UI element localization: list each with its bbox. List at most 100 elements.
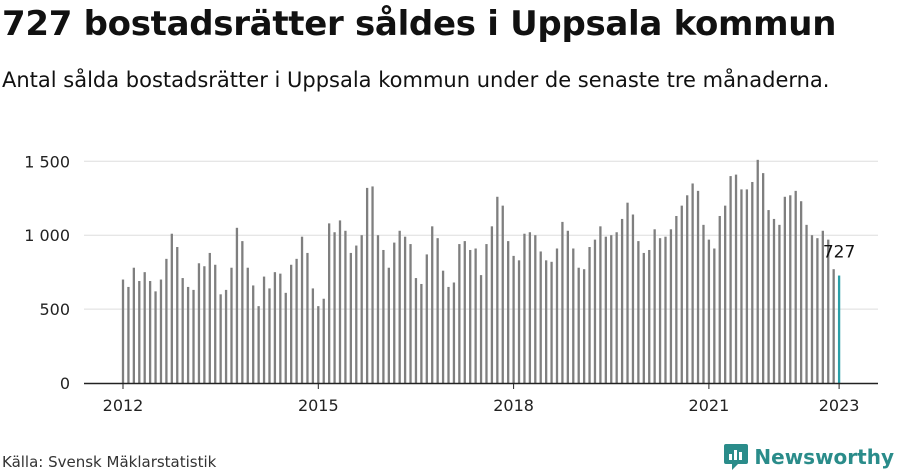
bar [648,249,651,383]
bar [599,226,602,383]
bar [653,229,656,383]
bar [778,224,781,383]
bar [729,176,732,383]
bar [431,226,434,383]
newsworthy-logo[interactable]: Newsworthy [723,442,894,472]
bar [620,218,624,383]
bar [371,186,374,383]
bar [517,260,521,383]
bar [534,235,537,383]
source-note: Källa: Svensk Mäklarstatistik [2,453,217,471]
bar [208,252,211,383]
bar [273,272,277,383]
brand-name: Newsworthy [754,445,894,469]
bar [490,226,494,383]
bar [696,190,700,383]
bar [718,215,721,383]
labels: 0 500 1 000 1 500 2012 2015 2018 2021 2023 727 [24,152,859,415]
bar [203,266,206,383]
bar [572,248,575,383]
bar [176,247,179,383]
bar [197,263,201,383]
bar [724,205,727,383]
bar [165,258,168,383]
bar [805,224,808,383]
bar [577,267,580,383]
bar [192,289,195,383]
bar [507,241,510,383]
bar [398,230,401,383]
bar [756,159,759,383]
bar [355,245,358,383]
bar [365,187,369,383]
bar [393,242,396,383]
x-tick-label: 2018 [493,396,534,415]
bar [702,224,705,383]
bar [615,232,618,383]
bar [631,214,635,383]
bar [604,236,607,383]
bar [284,292,287,383]
bar [458,244,461,383]
bar [328,223,331,383]
axes [84,382,878,389]
bar [409,244,412,383]
bar [360,235,363,383]
bar [566,230,569,383]
bar [447,286,450,383]
bar [306,252,309,383]
bar [143,272,146,383]
bar [127,286,130,383]
bar [138,281,141,383]
bar-latest [837,275,841,383]
bar [230,267,233,383]
bar [555,248,559,383]
bar [816,238,819,383]
bar [425,254,428,383]
bar [257,306,260,383]
x-tick-label: 2015 [298,396,339,415]
bar [593,239,597,383]
bar [214,264,217,383]
bar [452,282,456,383]
bar [159,279,163,383]
bar [181,278,184,383]
y-tick-label: 0 [60,374,70,393]
bar [582,269,586,383]
bar [349,252,352,383]
bar [588,247,591,383]
bar [767,210,770,383]
bar [501,205,504,383]
bar [707,239,711,383]
bar [224,289,228,383]
bar [512,255,515,383]
x-tick-label: 2023 [819,396,860,415]
bar [121,279,125,383]
bar [219,294,222,383]
bar [420,283,423,383]
bar [740,189,743,383]
x-tick-label: 2021 [689,396,730,415]
bar [745,189,749,383]
bar [783,196,786,383]
chart-title: 727 bostadsrätter såldes i Uppsala kommu… [2,4,837,44]
bar [262,276,266,383]
bar [626,202,629,383]
bar [311,288,315,383]
bar [686,195,689,383]
y-tick-label: 1 500 [24,152,70,171]
y-tick-label: 500 [39,300,70,319]
bar [789,195,792,383]
bar [252,285,255,383]
bar [658,238,662,383]
bar [550,261,553,383]
bar [246,267,249,383]
bar [403,236,407,383]
bar [333,232,336,383]
bar [610,235,613,383]
bar [827,239,830,383]
bar [713,248,716,383]
bar [317,306,320,383]
bar [414,278,418,383]
bar [322,298,325,383]
